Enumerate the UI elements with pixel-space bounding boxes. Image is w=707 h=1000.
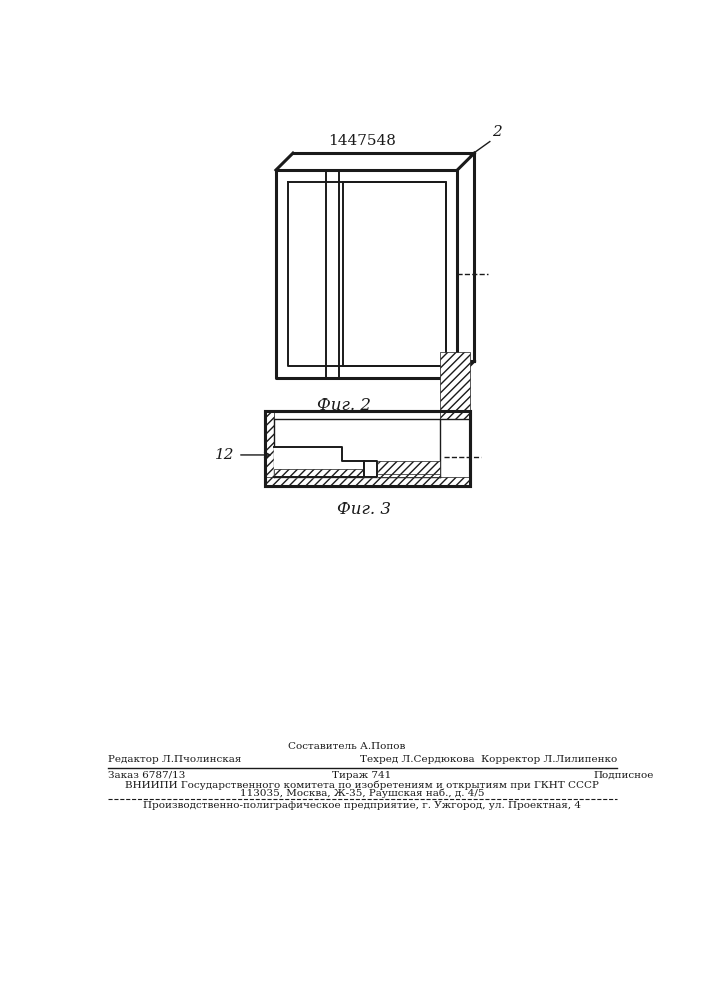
Text: Техред Л.Сердюкова  Корректор Л.Лилипенко: Техред Л.Сердюкова Корректор Л.Лилипенко <box>360 755 617 764</box>
Polygon shape <box>276 170 457 378</box>
Text: Производственно-полиграфическое предприятие, г. Ужгород, ул. Проектная, 4: Производственно-полиграфическое предприя… <box>143 801 581 810</box>
Bar <box>363 461 440 474</box>
Text: 12: 12 <box>215 448 234 462</box>
Polygon shape <box>363 461 378 477</box>
Bar <box>265 477 469 486</box>
Text: Составитель А.Попов: Составитель А.Попов <box>288 742 405 751</box>
Bar <box>265 411 274 486</box>
Text: Тираж 741: Тираж 741 <box>332 771 392 780</box>
Text: Фиг. 2: Фиг. 2 <box>317 397 371 414</box>
Bar <box>274 469 440 477</box>
Bar <box>265 411 469 486</box>
Polygon shape <box>274 447 363 477</box>
Text: 1447548: 1447548 <box>328 134 396 148</box>
Text: Фиг. 3: Фиг. 3 <box>337 501 390 518</box>
Bar <box>265 411 469 486</box>
Text: ВНИИПИ Государственного комитета по изобретениям и открытиям при ГКНТ СССР: ВНИИПИ Государственного комитета по изоб… <box>125 781 599 790</box>
Text: Заказ 6787/13: Заказ 6787/13 <box>107 771 185 780</box>
Text: Подписное: Подписное <box>594 771 654 780</box>
Text: 113035, Москва, Ж-35, Раушская наб., д. 4/5: 113035, Москва, Ж-35, Раушская наб., д. … <box>240 788 484 798</box>
Bar <box>440 352 469 419</box>
Text: 2: 2 <box>492 125 502 139</box>
Text: Редактор Л.Пчолинская: Редактор Л.Пчолинская <box>107 755 241 764</box>
